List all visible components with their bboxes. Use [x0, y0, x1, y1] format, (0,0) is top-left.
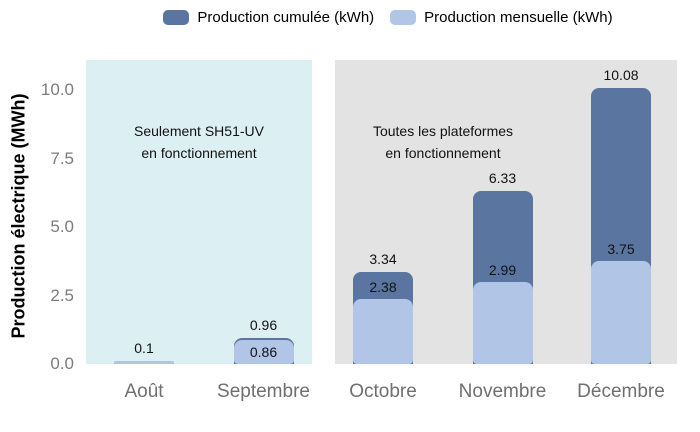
bar-monthly: [472, 282, 533, 364]
bar-monthly: [591, 261, 651, 364]
cumulative-value-label: 0.1: [134, 340, 154, 357]
y-axis-tick-label: 2.5: [50, 285, 74, 305]
monthly-legend-swatch-icon: [390, 10, 417, 25]
y-axis-tick-label: 0.0: [50, 354, 74, 373]
legend-item-monthly: Production mensuelle (kWh): [390, 9, 613, 26]
cumulative-value-label: 10.08: [603, 66, 639, 83]
legend-label-monthly: Production mensuelle (kWh): [424, 9, 613, 26]
annotation-all-platforms: Toutes les plateformes en fonctionnement: [373, 120, 513, 164]
x-axis-category-label: Août: [124, 381, 164, 402]
bar-monthly: [233, 340, 294, 364]
y-axis-tick-label: 7.5: [50, 148, 74, 168]
annotation-line: Seulement SH51-UV: [134, 123, 264, 139]
x-axis-category-label: Septembre: [217, 381, 310, 402]
cumulative-legend-swatch-icon: [163, 10, 190, 25]
annotation-line: Toutes les plateformes: [372, 123, 514, 139]
legend-label-cumulative: Production cumulée (kWh): [197, 9, 375, 26]
bar-monthly: [114, 361, 174, 364]
x-axis-category-label: Novembre: [458, 381, 547, 402]
y-axis-tick-label: 10.0: [40, 80, 74, 99]
monthly-value-label: 2.99: [488, 262, 517, 279]
cumulative-value-label: 6.33: [488, 169, 517, 186]
x-axis-category-label: Décembre: [577, 381, 665, 402]
annotation-line: en fonctionnement: [385, 145, 501, 161]
monthly-value-label: 3.75: [607, 241, 635, 258]
monthly-value-label: 0.86: [249, 344, 278, 361]
monthly-value-label: 2.38: [369, 278, 397, 295]
annotation-line: en fonctionnement: [141, 145, 257, 161]
y-axis-title: Production électrique (MWh): [8, 93, 29, 339]
panel-sh51-only: [86, 60, 312, 364]
cumulative-value-label: 3.34: [369, 251, 397, 268]
cumulative-value-label: 0.96: [249, 316, 278, 333]
y-axis-tick-label: 5.0: [50, 217, 74, 236]
x-axis-category-label: Octobre: [349, 381, 417, 402]
bar-monthly: [353, 298, 413, 364]
legend-item-cumulative: Production cumulée (kWh): [163, 9, 374, 26]
annotation-sh51-only: Seulement SH51-UV en fonctionnement: [86, 120, 312, 164]
chart-legend: Production cumulée (kWh) Production mens…: [86, 9, 690, 26]
